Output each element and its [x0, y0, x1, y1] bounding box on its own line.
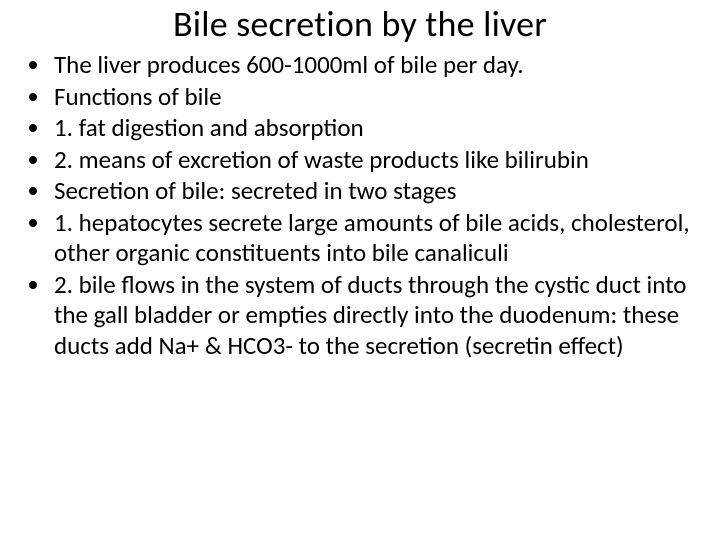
list-item: Secretion of bile: secreted in two stage… — [52, 176, 702, 207]
slide-title: Bile secretion by the liver — [18, 2, 702, 46]
list-item: Functions of bile — [52, 82, 702, 113]
list-item: 2. means of excretion of waste products … — [52, 145, 702, 176]
list-item: 1. hepatocytes secrete large amounts of … — [52, 208, 702, 269]
list-item: 2. bile flows in the system of ducts thr… — [52, 270, 702, 362]
list-item: 1. fat digestion and absorption — [52, 113, 702, 144]
bullet-list: The liver produces 600-1000ml of bile pe… — [18, 50, 702, 361]
slide: Bile secretion by the liver The liver pr… — [0, 2, 720, 540]
list-item: The liver produces 600-1000ml of bile pe… — [52, 50, 702, 81]
